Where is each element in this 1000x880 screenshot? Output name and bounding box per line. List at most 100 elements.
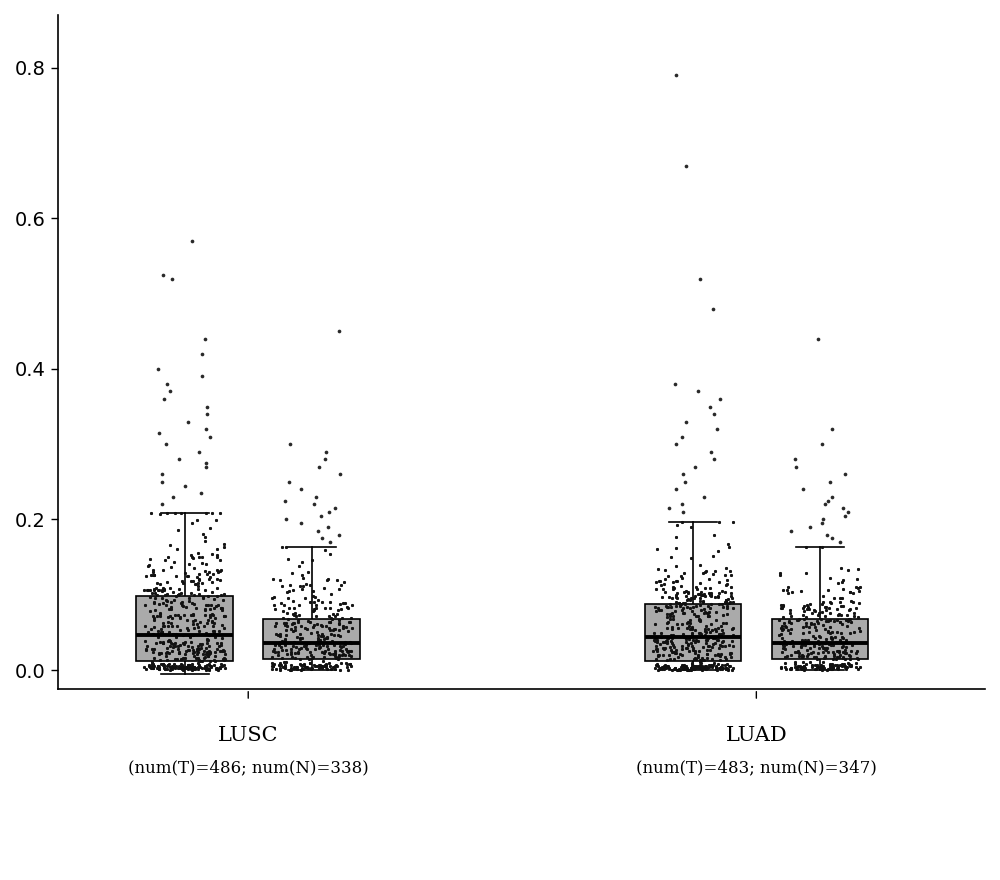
Point: [303, 648, 319, 662]
Point: [691, 613, 707, 627]
Point: [302, 656, 318, 671]
Point: [692, 576, 708, 590]
Point: [164, 619, 180, 633]
Point: [792, 660, 808, 674]
Point: [308, 601, 324, 615]
Point: [813, 612, 829, 626]
Point: [794, 638, 810, 652]
Point: [830, 663, 846, 677]
Point: [849, 644, 865, 658]
Point: [684, 660, 700, 674]
Point: [713, 660, 729, 674]
Point: [799, 598, 815, 612]
Point: [180, 622, 196, 636]
Point: [312, 633, 328, 647]
Point: [304, 651, 320, 665]
Point: [807, 658, 823, 672]
Point: [330, 628, 346, 642]
Point: [340, 600, 356, 614]
Point: [153, 657, 169, 671]
Point: [156, 583, 172, 597]
Point: [293, 657, 309, 671]
Point: [267, 637, 283, 651]
Point: [681, 619, 697, 633]
Point: [797, 634, 813, 648]
Point: [838, 634, 854, 648]
Point: [267, 638, 283, 652]
Point: [146, 642, 162, 656]
Point: [180, 658, 196, 672]
Point: [166, 555, 182, 569]
Point: [333, 578, 349, 592]
Point: [667, 604, 683, 618]
Point: [194, 661, 210, 675]
Point: [185, 613, 201, 627]
Point: [815, 655, 831, 669]
Point: [185, 613, 201, 627]
Point: [327, 659, 343, 673]
Point: [321, 610, 337, 624]
Point: [145, 659, 161, 673]
Point: [320, 572, 336, 586]
Point: [805, 645, 821, 659]
Point: [190, 662, 206, 676]
Point: [691, 588, 707, 602]
Point: [696, 587, 712, 601]
Point: [274, 540, 290, 554]
Point: [774, 631, 790, 645]
Point: [700, 609, 716, 623]
Point: [802, 598, 818, 612]
Point: [825, 652, 841, 666]
Point: [842, 584, 858, 598]
Point: [309, 618, 325, 632]
Point: [298, 660, 314, 674]
Point: [145, 659, 161, 673]
Point: [300, 661, 316, 675]
Point: [830, 634, 846, 649]
Point: [685, 634, 701, 648]
Point: [213, 638, 229, 652]
Point: [321, 620, 337, 634]
Point: [168, 569, 184, 583]
Point: [167, 608, 183, 622]
Point: [718, 652, 734, 666]
Point: [311, 459, 327, 473]
Point: [206, 624, 222, 638]
Point: [773, 661, 789, 675]
Point: [155, 636, 171, 650]
Point: [156, 619, 172, 633]
Point: [705, 631, 721, 645]
Point: [337, 637, 353, 651]
Point: [785, 639, 801, 653]
Point: [193, 642, 209, 656]
Point: [816, 641, 832, 655]
Point: [311, 641, 327, 655]
Point: [306, 595, 322, 609]
Point: [204, 607, 220, 621]
Point: [685, 661, 701, 675]
Point: [680, 615, 696, 629]
Point: [298, 660, 314, 674]
Point: [265, 658, 281, 672]
Point: [163, 635, 179, 649]
Point: [684, 626, 700, 640]
Point: [668, 642, 684, 656]
Point: [327, 609, 343, 623]
Point: [693, 660, 709, 674]
Point: [295, 662, 311, 676]
Point: [163, 662, 179, 676]
Point: [688, 659, 704, 673]
Point: [775, 638, 791, 652]
Point: [814, 659, 830, 673]
Point: [649, 542, 665, 556]
Point: [831, 645, 847, 659]
Point: [191, 444, 207, 458]
Point: [777, 619, 793, 633]
Point: [683, 591, 699, 605]
Point: [711, 627, 727, 642]
Point: [278, 540, 294, 554]
Point: [159, 659, 175, 673]
Point: [179, 612, 195, 627]
Point: [668, 68, 684, 82]
Point: [178, 600, 194, 614]
